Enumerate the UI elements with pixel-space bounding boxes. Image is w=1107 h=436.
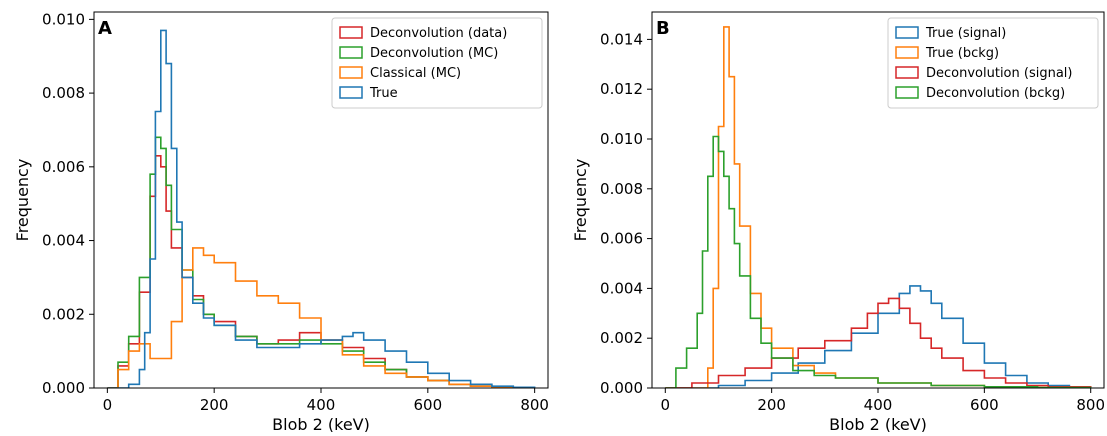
series-line-true (107, 29, 536, 388)
x-tick-label: 600 (970, 396, 999, 414)
legend-swatch (895, 26, 919, 39)
legend-label: Deconvolution (data) (370, 26, 507, 41)
panel-a: 0 200 400 600 800 0.000 0.002 0.004 0.006 0.008 0… (13, 10, 549, 434)
legend-label: Classical (MC) (370, 66, 461, 81)
legend-label: Deconvolution (bckg) (926, 86, 1065, 101)
legend: Deconvolution (data) Deconvolution (MC) Cl… (331, 17, 543, 109)
series-line-deconvolution-bckg (665, 135, 1092, 388)
x-tick-label: 600 (414, 396, 443, 414)
series-line-true-signal (665, 285, 1092, 388)
x-tick-label: 200 (757, 396, 786, 414)
y-tick-label: 0.002 (600, 329, 643, 347)
y-tick-label: 0.008 (42, 84, 85, 102)
legend-swatch (339, 26, 363, 39)
panel-b: 0 200 400 600 800 0.000 0.002 0.004 0.006 0.008 0… (571, 11, 1105, 434)
y-tick-label: 0.004 (42, 232, 85, 250)
y-tick-label: 0.014 (600, 30, 643, 48)
legend-swatch (339, 66, 363, 79)
x-tick-label: 800 (1076, 396, 1105, 414)
x-tick-label: 400 (864, 396, 893, 414)
legend-swatch (895, 66, 919, 79)
y-tick-label: 0.006 (42, 158, 85, 176)
y-tick-label: 0.012 (600, 80, 643, 98)
legend-box (887, 17, 1099, 109)
panel-label: A (98, 18, 112, 39)
legend-label: True (signal) (925, 26, 1006, 41)
legend-label: Deconvolution (MC) (370, 46, 498, 61)
legend-swatch (339, 46, 363, 59)
y-tick-label: 0.010 (42, 10, 85, 28)
y-axis-label: Frequency (13, 159, 32, 242)
series-line-deconvolution-signal (665, 297, 1092, 388)
x-tick-label: 400 (307, 396, 336, 414)
legend-box (331, 17, 543, 109)
y-tick-label: 0.010 (600, 130, 643, 148)
legend-label: True (369, 86, 398, 101)
y-tick-label: 0.004 (600, 279, 643, 297)
legend: True (signal) True (bckg) Deconvolution (s… (887, 17, 1099, 109)
legend-swatch (895, 86, 919, 99)
x-tick-label: 0 (661, 396, 671, 414)
series-line-classical-mc (107, 247, 535, 388)
y-axis-label: Frequency (571, 159, 590, 242)
panel-label: B (656, 18, 670, 39)
x-axis-label: Blob 2 (keV) (829, 415, 927, 432)
legend-swatch (339, 86, 363, 99)
x-tick-label: 800 (520, 396, 549, 414)
y-tick-label: 0.000 (42, 379, 85, 397)
x-axis-label: Blob 2 (keV) (272, 415, 370, 432)
y-tick-label: 0.000 (600, 379, 643, 397)
legend-label: True (bckg) (925, 46, 999, 61)
x-tick-label: 200 (200, 396, 229, 414)
legend-label: Deconvolution (signal) (926, 66, 1072, 81)
y-tick-label: 0.002 (42, 305, 85, 323)
legend-swatch (895, 46, 919, 59)
x-tick-label: 0 (103, 396, 113, 414)
y-tick-label: 0.008 (600, 180, 643, 198)
y-tick-label: 0.006 (600, 230, 643, 248)
